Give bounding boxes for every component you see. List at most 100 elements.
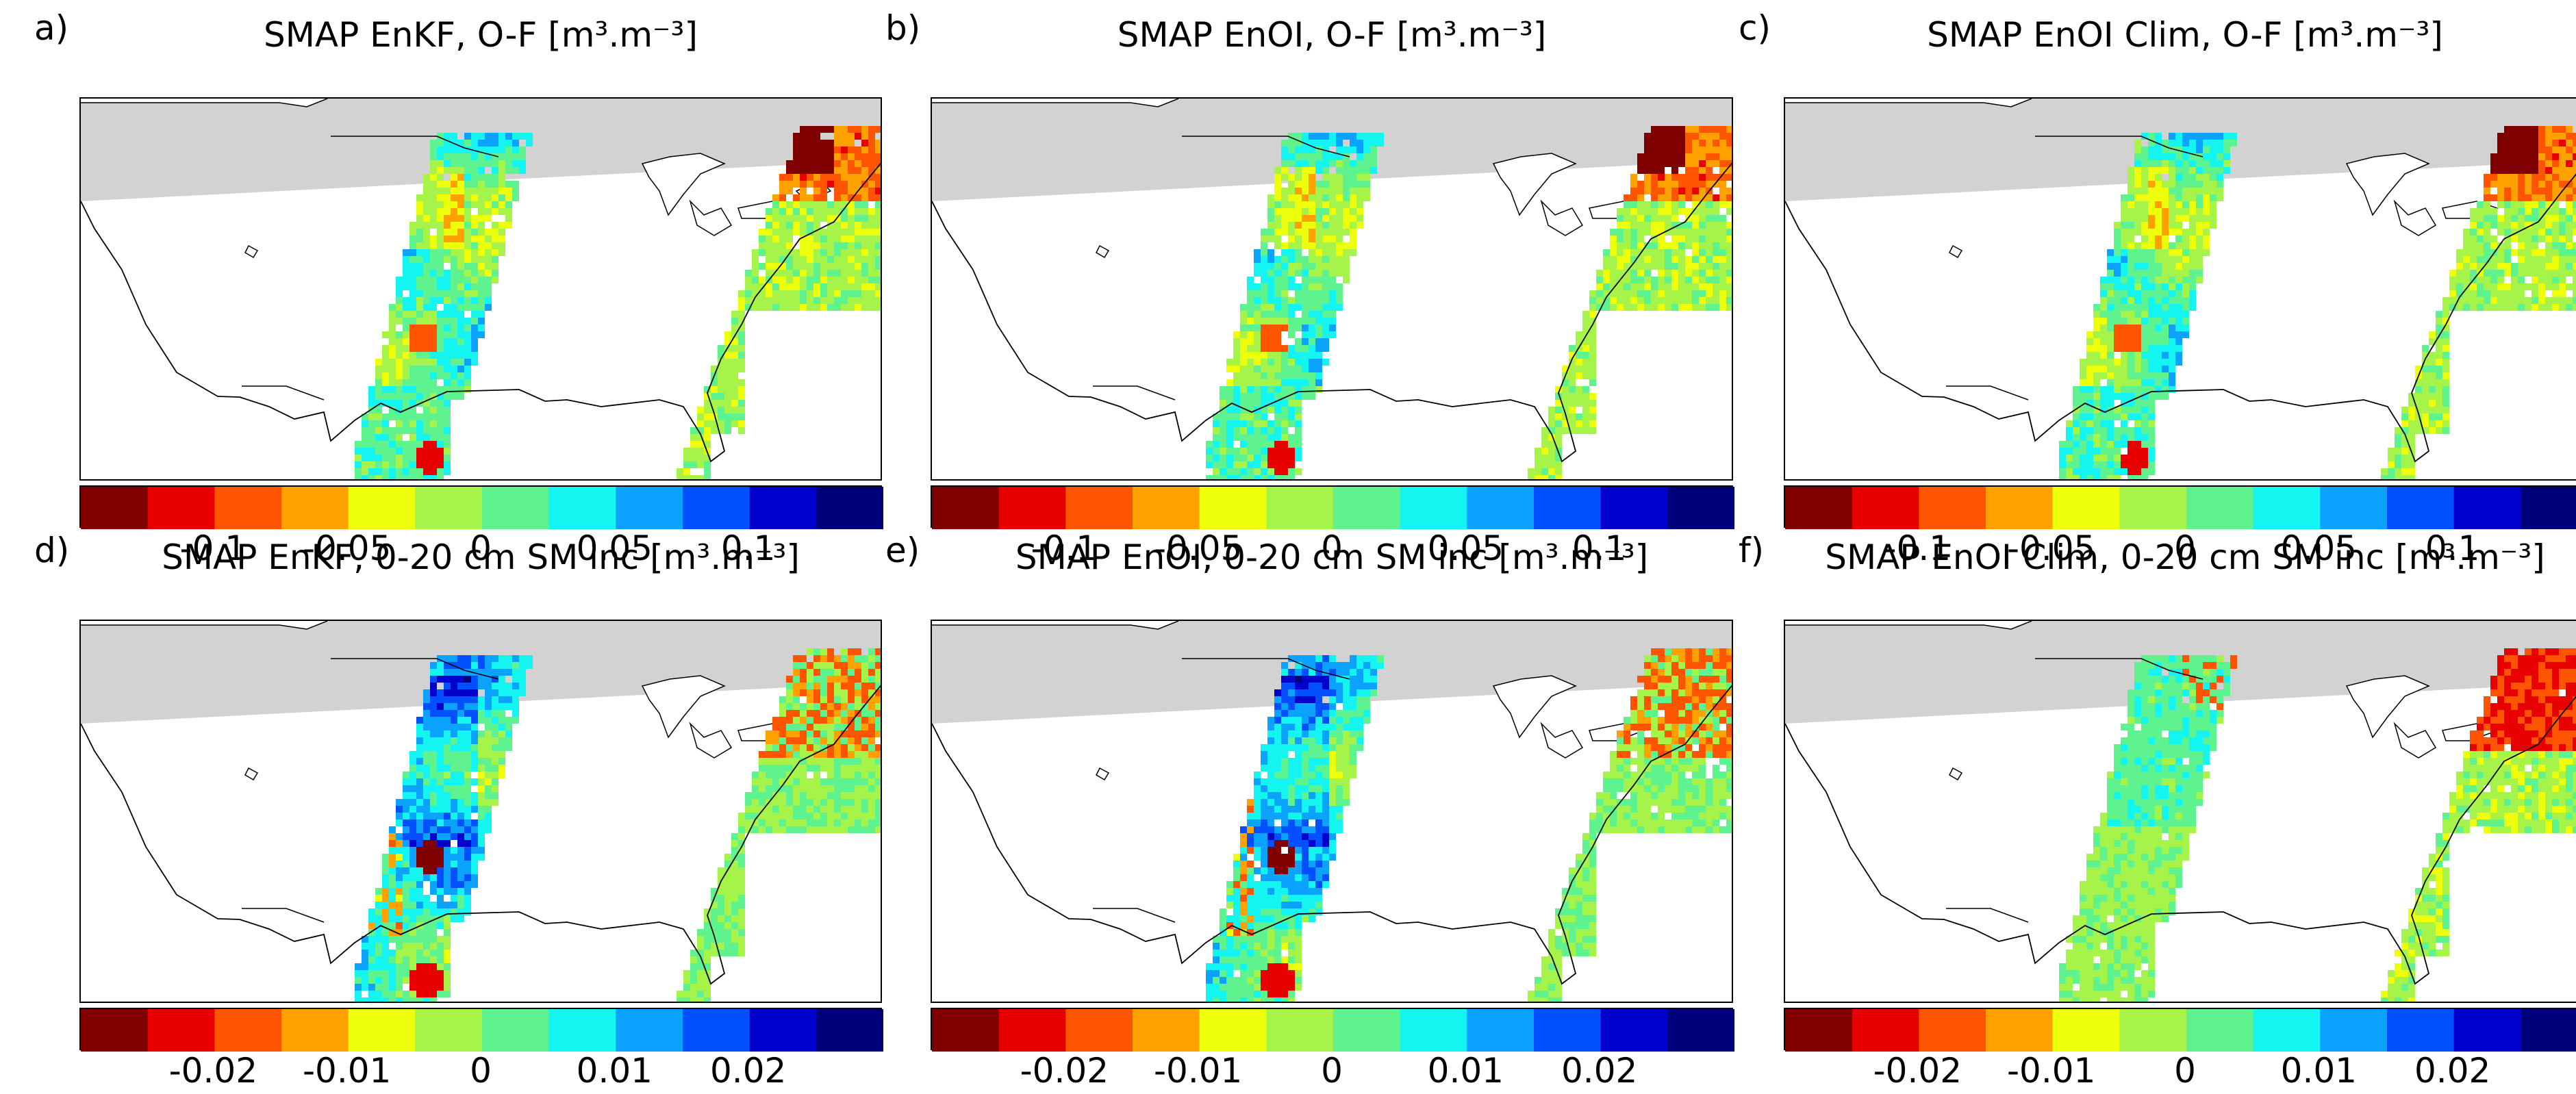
lake-0: [2345, 675, 2430, 739]
colorbar-segment-11: [1667, 1009, 1734, 1052]
lake-1: [1540, 722, 1584, 759]
panel-label: e): [885, 531, 920, 570]
colorbar-segment-2: [1919, 1009, 1986, 1052]
lake-4: [1096, 244, 1110, 259]
colorbar-tick-label: -0.05: [302, 529, 392, 568]
lake-1: [1540, 199, 1584, 236]
colorbar-segment-2: [1065, 487, 1133, 529]
colorbar-svg: [932, 487, 1734, 529]
colorbar-segment-9: [1534, 1009, 1602, 1052]
colorbar-tick-label: 0: [2174, 1051, 2196, 1091]
lake-4: [244, 767, 259, 781]
colorbar-segment-3: [1986, 487, 2054, 529]
map: [79, 620, 882, 1003]
colorbar-segment-9: [2387, 1009, 2455, 1052]
colorbar-segment-2: [214, 1009, 282, 1052]
data-pixels: [355, 126, 881, 479]
data-pixels: [355, 648, 881, 1002]
colorbar-segment-3: [1986, 1009, 2054, 1052]
colorbar-tick-label: 0: [1321, 529, 1343, 568]
colorbar: [79, 485, 883, 529]
lake-0: [641, 675, 726, 739]
coastline: [81, 162, 881, 463]
colorbar-segment-1: [1852, 1009, 1919, 1052]
panel-label: c): [1739, 8, 1771, 48]
colorbar-segment-4: [2052, 487, 2120, 529]
panel-title: SMAP EnOI Clim, O-F [m³.m⁻³]: [1927, 15, 2443, 55]
colorbar-segment-8: [1467, 1009, 1535, 1052]
colorbar-tick-label: 0: [470, 1051, 492, 1091]
colorbar-segment-5: [2119, 1009, 2187, 1052]
colorbar-segment-3: [1133, 1009, 1200, 1052]
colorbar-tick-label: 0.02: [1561, 1051, 1638, 1091]
colorbar-segment-2: [214, 487, 282, 529]
colorbar-segment-6: [482, 1009, 550, 1052]
colorbar-tick-label: 0: [470, 529, 492, 568]
colorbar-tick-label: -0.02: [1020, 1051, 1109, 1091]
colorbar-segment-10: [749, 487, 817, 529]
panel-label: f): [1739, 531, 1765, 570]
panel-label: d): [34, 531, 70, 570]
colorbar-segment-4: [1199, 487, 1267, 529]
borders: [932, 621, 1350, 923]
coastline: [1785, 173, 2576, 463]
colorbar-segment-4: [348, 487, 416, 529]
panel-title: SMAP EnKF, O-F [m³.m⁻³]: [264, 15, 698, 55]
colorbar-segment-4: [2052, 1009, 2120, 1052]
colorbar-segment-8: [2320, 487, 2388, 529]
colorbar-segment-1: [147, 487, 215, 529]
colorbar-segment-11: [816, 487, 883, 529]
colorbar-segment-0: [932, 487, 1000, 529]
colorbar-segment-8: [1467, 487, 1535, 529]
colorbar-segment-9: [683, 1009, 750, 1052]
lake-4: [244, 244, 259, 259]
colorbar-tick-label: 0.01: [576, 1051, 653, 1091]
colorbar: [79, 1008, 883, 1052]
colorbar-segment-7: [548, 487, 616, 529]
colorbar: [931, 485, 1734, 529]
data-pixels: [1206, 648, 1732, 1002]
panel-5: e) SMAP EnOI, 0-20 cm SM inc [m³.m⁻³] -0.0…: [885, 531, 1734, 1091]
map-svg: [81, 99, 881, 479]
colorbar-svg: [81, 1009, 883, 1052]
colorbar-tick-label: 0.05: [576, 529, 653, 568]
lake-1: [2393, 722, 2437, 759]
colorbar-segment-5: [1266, 487, 1334, 529]
colorbar-tick-label: -0.1: [179, 529, 247, 568]
colorbar-tick-label: -0.01: [2006, 1051, 2096, 1091]
borders: [932, 99, 1350, 400]
colorbar-segment-7: [2253, 487, 2321, 529]
panel-title: SMAP EnOI Clim, 0-20 cm SM inc [m³.m⁻³]: [1825, 537, 2545, 577]
borders: [81, 621, 499, 923]
colorbar-segment-6: [2186, 487, 2254, 529]
colorbar-segment-1: [147, 1009, 215, 1052]
panel-title: SMAP EnKF, 0-20 cm SM inc [m³.m⁻³]: [162, 537, 800, 577]
colorbar-tick-label: 0.1: [720, 529, 776, 568]
colorbar: [1784, 485, 2576, 529]
panel-title: SMAP EnOI, 0-20 cm SM inc [m³.m⁻³]: [1015, 537, 1649, 577]
borders: [81, 99, 499, 400]
colorbar-segment-1: [998, 487, 1066, 529]
colorbar-tick-label: 0.02: [709, 1051, 787, 1091]
colorbar-segment-5: [2119, 487, 2187, 529]
colorbar-segment-0: [1785, 487, 1853, 529]
panel-6: f) SMAP EnOI Clim, 0-20 cm SM inc [m³.m⁻³…: [1739, 531, 2576, 1091]
map-svg: [1785, 621, 2576, 1002]
lake-1: [689, 722, 733, 759]
colorbar-segment-11: [2521, 487, 2576, 529]
colorbar-svg: [1785, 1009, 2576, 1052]
ocean-south: [1785, 696, 2576, 1002]
colorbar-segment-7: [2253, 1009, 2321, 1052]
panel-title: SMAP EnOI, O-F [m³.m⁻³]: [1117, 15, 1547, 55]
coastline: [81, 685, 881, 985]
map: [931, 97, 1733, 481]
colorbar-segment-6: [482, 487, 550, 529]
panel-label: a): [34, 8, 69, 48]
colorbar: [1784, 1008, 2576, 1052]
lake-0: [641, 153, 726, 216]
colorbar-segment-5: [415, 1009, 483, 1052]
map: [1784, 620, 2576, 1003]
panel-1: a) SMAP EnKF, O-F [m³.m⁻³] -0.1 -0.05 0 0.05 0…: [34, 8, 883, 568]
data-pixels: [1206, 126, 1732, 479]
ocean-south: [932, 685, 1732, 1002]
